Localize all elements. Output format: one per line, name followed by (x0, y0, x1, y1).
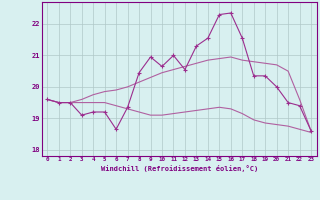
X-axis label: Windchill (Refroidissement éolien,°C): Windchill (Refroidissement éolien,°C) (100, 165, 258, 172)
